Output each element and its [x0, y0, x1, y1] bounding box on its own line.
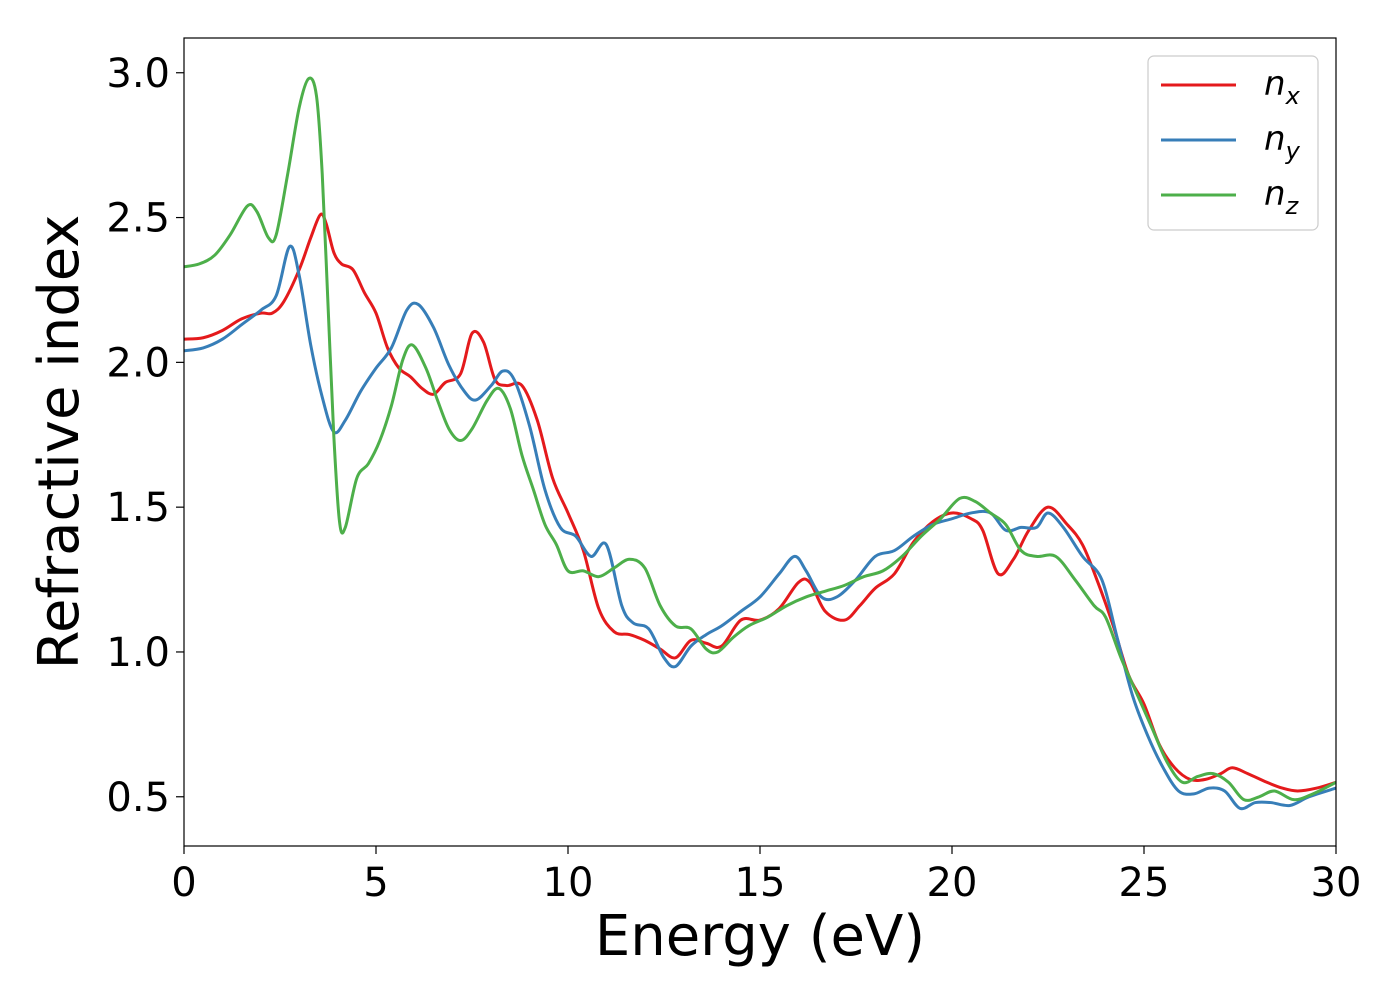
- series-line-nz: [184, 76, 1336, 802]
- series-line-nx: [184, 212, 1336, 793]
- x-axis-label: Energy (eV): [595, 904, 925, 969]
- y-axis-label: Refractive index: [27, 215, 92, 670]
- x-tick-label: 5: [363, 860, 388, 906]
- x-tick-label: 15: [735, 860, 786, 906]
- x-axis: 0 5 10 15 20 25 30: [171, 846, 1361, 906]
- y-tick-label: 1.5: [106, 485, 170, 531]
- x-tick-label: 25: [1119, 860, 1170, 906]
- series-layer: [184, 76, 1336, 811]
- x-tick-label: 20: [927, 860, 978, 906]
- x-tick-label: 0: [171, 860, 196, 906]
- y-axis: 0.5 1.0 1.5 2.0 2.5 3.0: [106, 51, 184, 821]
- legend: nx ny nz: [1147, 55, 1319, 231]
- x-tick-label: 10: [543, 860, 594, 906]
- x-tick-label: 30: [1311, 860, 1362, 906]
- y-tick-label: 1.0: [106, 630, 170, 676]
- y-tick-label: 3.0: [106, 51, 170, 97]
- y-tick-label: 2.5: [106, 196, 170, 242]
- legend-label-nz: nz: [1264, 174, 1300, 220]
- y-tick-label: 0.5: [106, 775, 170, 821]
- y-tick-label: 2.0: [106, 340, 170, 386]
- legend-label-nx: nx: [1264, 64, 1301, 110]
- legend-box: [1147, 55, 1319, 231]
- legend-label-ny: ny: [1264, 119, 1301, 165]
- series-line-ny: [184, 244, 1336, 811]
